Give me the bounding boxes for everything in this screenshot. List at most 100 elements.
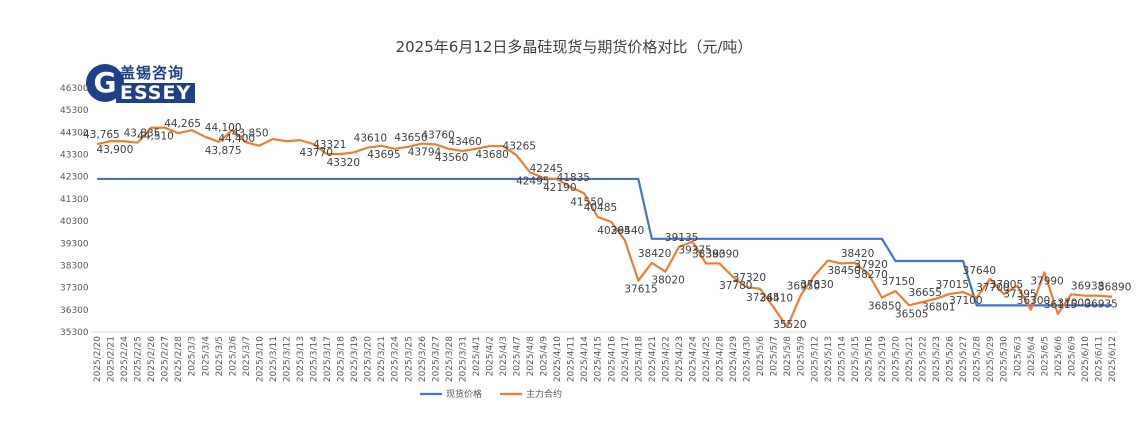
x-tick-label: 2025/4/25 bbox=[702, 336, 712, 382]
x-tick-label: 2025/6/10 bbox=[1081, 336, 1091, 382]
data-label: 38270 bbox=[854, 269, 887, 281]
x-tick-label: 2025/4/30 bbox=[743, 336, 753, 382]
data-label: 43460 bbox=[448, 136, 481, 148]
x-tick-label: 2025/4/18 bbox=[634, 336, 644, 382]
spot-price-line bbox=[97, 177, 1112, 307]
data-label: 41550 bbox=[570, 196, 603, 208]
x-tick-label: 2025/5/26 bbox=[946, 336, 956, 382]
data-label: 36801 bbox=[922, 302, 955, 314]
data-label: 37245 bbox=[746, 292, 779, 304]
x-tick-label: 2025/5/30 bbox=[1000, 336, 1010, 382]
data-label: 41835 bbox=[557, 172, 590, 184]
x-tick-label: 2025/4/22 bbox=[661, 336, 671, 382]
x-tick-label: 2025/4/17 bbox=[621, 336, 631, 382]
x-tick-label: 2025/6/12 bbox=[1108, 336, 1118, 382]
data-label: 43695 bbox=[367, 149, 400, 161]
data-label: 37830 bbox=[800, 279, 833, 291]
x-tick-label: 2025/3/19 bbox=[350, 336, 360, 382]
data-label: 38020 bbox=[651, 275, 684, 287]
x-tick-label: 2025/4/10 bbox=[553, 336, 563, 382]
data-label: 43,875 bbox=[205, 145, 242, 157]
y-tick-label: 37300 bbox=[60, 284, 89, 294]
data-label: 39375 bbox=[678, 245, 711, 257]
data-label: 36300 bbox=[1017, 295, 1050, 307]
x-tick-label: 2025/3/26 bbox=[418, 336, 428, 382]
x-tick-label: 2025/5/20 bbox=[891, 336, 901, 382]
x-tick-label: 2025/4/7 bbox=[513, 336, 523, 376]
data-label: 36938 bbox=[1071, 281, 1104, 293]
x-tick-label: 2025/3/10 bbox=[255, 336, 265, 382]
data-label: 37000 bbox=[1057, 297, 1090, 309]
x-tick-label: 2025/5/9 bbox=[797, 336, 807, 377]
data-label: 38390 bbox=[692, 248, 725, 260]
data-label: 36655 bbox=[909, 287, 942, 299]
data-label: 37320 bbox=[733, 272, 766, 284]
data-label: 36115 bbox=[1044, 299, 1077, 311]
x-tick-label: 2025/3/25 bbox=[404, 336, 414, 382]
data-label: 37005 bbox=[990, 279, 1023, 291]
x-tick-label: 2025/5/7 bbox=[770, 336, 780, 376]
data-label: 37015 bbox=[936, 279, 969, 291]
data-label: 37920 bbox=[854, 259, 887, 271]
data-label: 40485 bbox=[584, 202, 617, 214]
x-tick-label: 2025/5/27 bbox=[959, 336, 969, 382]
x-tick-label: 2025/3/7 bbox=[242, 336, 252, 376]
x-tick-label: 2025/4/8 bbox=[526, 336, 536, 377]
x-tick-label: 2025/6/11 bbox=[1094, 336, 1104, 382]
y-tick-label: 43300 bbox=[60, 151, 89, 161]
x-tick-label: 2025/3/18 bbox=[337, 336, 347, 382]
x-tick-label: 2025/2/25 bbox=[134, 336, 144, 382]
x-tick-label: 2025/3/17 bbox=[323, 336, 333, 382]
data-label: 38390 bbox=[706, 248, 739, 260]
data-label: 43,765 bbox=[83, 129, 120, 141]
data-label: 37780 bbox=[719, 280, 752, 292]
x-tick-label: 2025/5/8 bbox=[783, 336, 793, 377]
data-label: 42495 bbox=[516, 175, 549, 187]
y-tick-label: 35300 bbox=[60, 328, 89, 338]
x-tick-label: 2025/3/12 bbox=[282, 336, 292, 382]
data-label: 35520 bbox=[773, 319, 806, 331]
x-tick-label: 2025/6/5 bbox=[1040, 336, 1050, 376]
x-tick-label: 2025/2/21 bbox=[107, 336, 117, 382]
x-tick-label: 2025/4/15 bbox=[594, 336, 604, 382]
x-tick-label: 2025/5/28 bbox=[973, 336, 983, 382]
data-label: 42190 bbox=[543, 182, 576, 194]
gessey-logo: G 盖锡咨询 ESSEY bbox=[86, 62, 198, 106]
x-tick-label: 2025/2/28 bbox=[174, 336, 184, 382]
data-label: 38420 bbox=[638, 248, 671, 260]
x-tick-label: 2025/5/12 bbox=[810, 336, 820, 382]
x-tick-label: 2025/6/6 bbox=[1054, 336, 1064, 377]
logo-en-text: ESSEY bbox=[116, 83, 196, 103]
data-label: 43,900 bbox=[97, 144, 134, 156]
futures-contract-line bbox=[96, 126, 1113, 329]
data-label: 36935 bbox=[1084, 299, 1117, 311]
x-tick-label: 2025/5/22 bbox=[919, 336, 929, 382]
data-label: 39135 bbox=[665, 232, 698, 244]
data-label: 36890 bbox=[1098, 282, 1131, 294]
data-label: 39440 bbox=[611, 225, 644, 237]
data-label: 43680 bbox=[475, 149, 508, 161]
x-tick-label: 2025/2/27 bbox=[161, 336, 171, 382]
y-tick-label: 46300 bbox=[60, 84, 89, 94]
y-tick-label: 40300 bbox=[60, 217, 89, 227]
y-tick-label: 36300 bbox=[60, 306, 89, 316]
data-label: 37700 bbox=[976, 282, 1009, 294]
x-tick-label: 2025/4/11 bbox=[567, 336, 577, 382]
data-label: 43610 bbox=[354, 133, 387, 145]
logo-cn-text: 盖锡咨询 bbox=[120, 64, 185, 82]
x-tick-label: 2025/4/29 bbox=[729, 336, 739, 382]
legend-label-futures: 主力合约 bbox=[526, 388, 562, 400]
x-tick-label: 2025/4/16 bbox=[607, 336, 617, 382]
data-label: 37615 bbox=[624, 284, 657, 296]
x-tick-label: 2025/3/28 bbox=[445, 336, 455, 382]
x-tick-label: 2025/3/5 bbox=[215, 336, 225, 376]
x-tick-label: 2025/5/21 bbox=[905, 336, 915, 382]
data-label: 43794 bbox=[408, 147, 442, 159]
x-tick-label: 2025/3/4 bbox=[201, 336, 211, 377]
data-label: 43265 bbox=[503, 140, 536, 152]
y-tick-label: 44300 bbox=[60, 128, 89, 138]
data-label: 44,265 bbox=[164, 118, 201, 130]
data-label: 43560 bbox=[435, 152, 468, 164]
